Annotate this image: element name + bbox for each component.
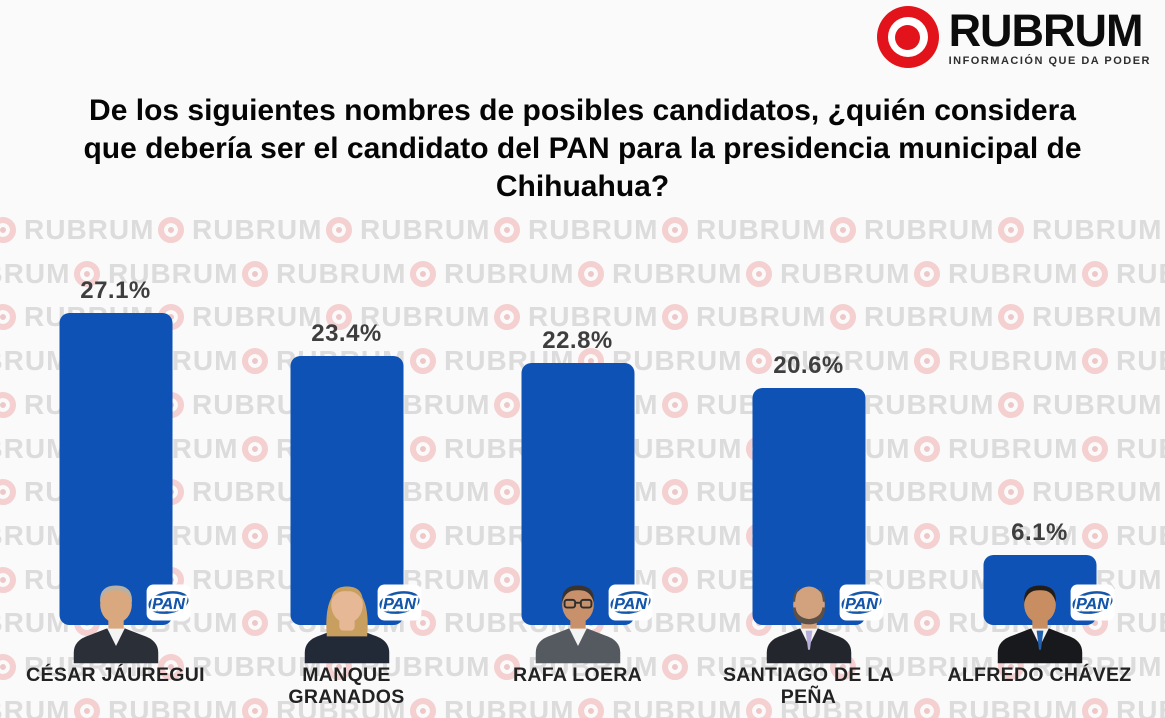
poll-question: De los siguientes nombres de posibles ca… [83,94,1082,204]
candidate-photo [761,577,857,665]
candidate-name: SANTIAGO DE LA PEÑA [722,664,895,709]
svg-text:PAN: PAN [383,595,416,613]
person-avatar-icon [73,585,158,664]
bar-value-label: 27.1% [80,277,151,304]
candidate-column: 27.1% PAN PAN CÉSAR JÁUREGUI [0,0,231,718]
svg-text:PAN: PAN [614,595,647,613]
candidate-photo [68,577,164,665]
person-avatar-icon [766,586,851,664]
candidate-name: MANQUE GRANADOS [288,664,405,709]
svg-text:PAN: PAN [845,595,878,613]
svg-text:PAN: PAN [845,595,878,613]
pan-logo-icon: PAN PAN [1070,584,1114,621]
person-avatar-icon [304,586,389,664]
bullseye-core [895,24,921,50]
svg-text:PAN: PAN [152,595,185,613]
brand-tagline: INFORMACIÓN QUE DA PODER [948,54,1151,67]
pan-logo-icon: PAN PAN [146,584,190,621]
pan-logo-badge: PAN PAN [146,584,191,621]
brand-logo: RUBRUM INFORMACIÓN QUE DA PODER [876,6,1151,68]
bar-value-label: 20.6% [773,352,844,379]
pan-logo-badge: PAN PAN [1070,584,1115,621]
svg-text:PAN: PAN [1076,595,1109,613]
candidate-column: 20.6% PAN PAN SANTIAGO DE LA PEÑA [693,0,924,718]
bar-value-label: 22.8% [542,327,613,354]
rubrum-bullseye-icon [876,6,939,68]
pan-logo-badge: PAN PAN [839,584,884,621]
pan-logo-badge: PAN PAN [608,584,653,621]
brand-name: RUBRUM [948,4,1144,56]
candidate-photo [299,577,395,665]
bar [521,363,634,625]
svg-text:PAN: PAN [383,595,416,613]
svg-text:PAN: PAN [1076,595,1109,613]
pan-logo-badge: PAN PAN [377,584,422,621]
pan-logo-icon: PAN PAN [377,584,421,621]
svg-text:PAN: PAN [152,595,185,613]
svg-text:PAN: PAN [614,595,647,613]
bullseye-ring [887,17,928,57]
candidate-name: CÉSAR JÁUREGUI [26,664,205,686]
pan-logo-icon: PAN PAN [608,584,652,621]
bar-value-label: 6.1% [1011,519,1068,546]
pan-logo-icon: PAN PAN [839,584,883,621]
candidate-name: RAFA LOERA [512,664,643,686]
candidate-name: ALFREDO CHÁVEZ [947,664,1132,686]
bar-value-label: 23.4% [311,320,382,347]
brand-text: RUBRUM INFORMACIÓN QUE DA PODER [949,8,1151,67]
